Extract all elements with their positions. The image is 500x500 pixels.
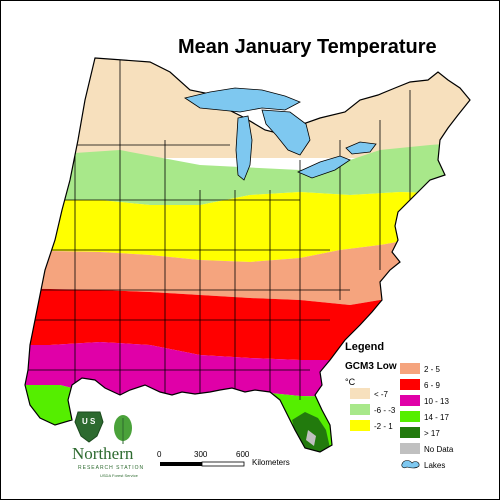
- logo-agency: USDA Forest Service: [100, 473, 138, 478]
- no-data-patch: [306, 430, 316, 446]
- legend-label-below-minus-7: < -7: [374, 390, 389, 399]
- legend-label-minus-2-to-1: -2 - 1: [374, 422, 393, 431]
- legend-swatch-above-17: [400, 427, 420, 438]
- legend-swatch-below-minus-7: [350, 388, 370, 399]
- legend-model-name: GCM3 Low: [345, 361, 397, 372]
- legend-label-lakes: Lakes: [424, 461, 446, 470]
- scale-segment-1: [160, 462, 202, 466]
- lake-erie: [297, 155, 351, 179]
- lake-ontario: [345, 141, 377, 155]
- band-minus-2-to-1: [25, 192, 470, 262]
- legend-swatch-10-to-13: [400, 395, 420, 406]
- legend-label-minus-6-to-minus-3: -6 - -3: [374, 406, 396, 415]
- lake-swatch-icon: [401, 460, 420, 469]
- legend-swatch-6-to-9: [400, 379, 420, 390]
- map-title: Mean January Temperature: [178, 36, 437, 58]
- great-lakes: [184, 87, 377, 181]
- logo-name: Northern: [72, 444, 134, 463]
- legend-heading: Legend: [345, 341, 385, 353]
- legend-swatch-2-to-5: [400, 363, 420, 374]
- legend-swatch-14-to-17: [400, 411, 420, 422]
- logo-subtitle: RESEARCH STATION: [78, 465, 145, 471]
- lake-huron: [261, 109, 311, 156]
- shield-lettering: U S: [82, 417, 96, 426]
- legend-swatch-minus-6-to-minus-3: [350, 404, 370, 415]
- scale-unit-label: Kilometers: [252, 458, 290, 467]
- legend-unit: °C: [345, 377, 356, 387]
- forest-service-shield-icon: [74, 411, 104, 443]
- scale-tick-600: 600: [236, 450, 250, 459]
- lake-michigan: [235, 115, 253, 181]
- legend-swatch-minus-2-to-1: [350, 420, 370, 431]
- scale-bar: [160, 461, 245, 467]
- scale-tick-300: 300: [194, 450, 208, 459]
- scale-segment-2: [201, 461, 245, 467]
- legend-label-10-to-13: 10 - 13: [424, 397, 449, 406]
- legend-label-above-17: > 17: [424, 429, 440, 438]
- logo-graphics: [74, 411, 132, 444]
- legend-label-no-data: No Data: [424, 445, 454, 454]
- legend-label-6-to-9: 6 - 9: [424, 381, 441, 390]
- study-area-outline: [24, 57, 471, 453]
- band-minus-6-to-minus-3: [25, 140, 470, 205]
- legend-label-2-to-5: 2 - 5: [424, 365, 441, 374]
- scale-tick-0: 0: [157, 450, 162, 459]
- lake-superior: [184, 87, 301, 113]
- legend-swatch-no-data: [400, 443, 420, 454]
- legend-label-14-to-17: 14 - 17: [424, 413, 449, 422]
- band-2-to-5: [25, 238, 470, 310]
